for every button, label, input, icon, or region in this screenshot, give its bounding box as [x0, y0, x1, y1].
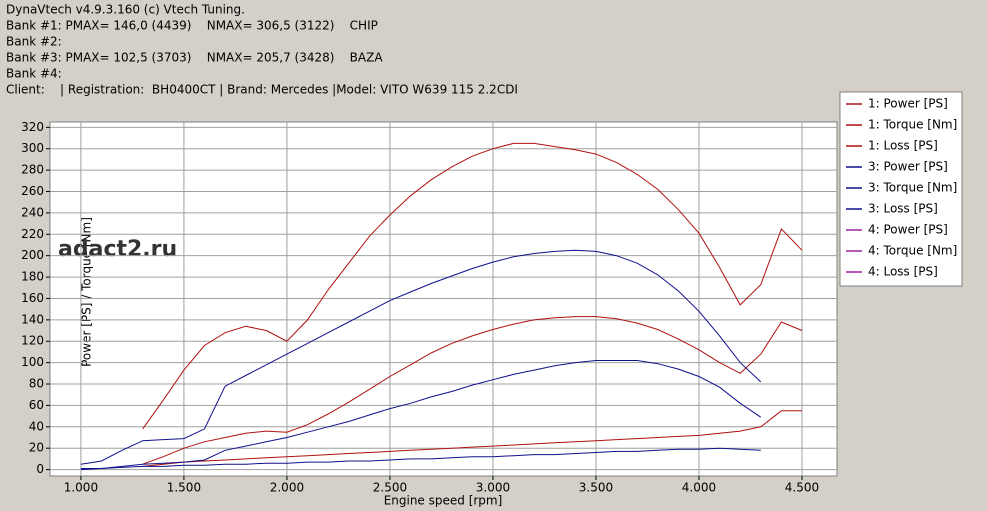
x-tick-label: 3.000 [476, 481, 510, 495]
series-line [80, 447, 761, 471]
y-tick-label: 240 [21, 205, 44, 219]
header-line: Bank #4: [6, 67, 62, 81]
series-line [80, 360, 762, 469]
y-tick-label: 200 [21, 248, 44, 262]
series-line [80, 249, 762, 465]
y-tick-label: 40 [29, 419, 44, 433]
x-tick-label: 3.500 [579, 481, 613, 495]
y-tick-label: 160 [21, 291, 44, 305]
legend-label: 4: Power [PS] [868, 223, 948, 237]
series-line [142, 142, 803, 430]
legend-label: 4: Loss [PS] [868, 265, 938, 279]
series-line [142, 316, 803, 465]
y-tick-label: 220 [21, 227, 44, 241]
legend-label: 1: Loss [PS] [868, 139, 938, 153]
y-tick-label: 320 [21, 120, 44, 134]
watermark: adact2.ru [58, 237, 177, 262]
x-axis-label: Engine speed [rpm] [384, 494, 503, 508]
x-tick-label: 4.500 [785, 481, 819, 495]
legend-label: 1: Power [PS] [868, 97, 948, 111]
header-line: Client: | Registration: BH0400CT | Brand… [6, 83, 518, 97]
legend-label: 1: Torque [Nm] [868, 118, 957, 132]
y-tick-label: 140 [21, 312, 44, 326]
y-tick-label: 280 [21, 163, 44, 177]
x-tick-label: 2.000 [270, 481, 304, 495]
legend-label: 4: Torque [Nm] [868, 244, 957, 258]
header-line: Bank #3: PMAX= 102,5 (3703) NMAX= 205,7 … [6, 51, 383, 65]
x-tick-label: 1.500 [167, 481, 201, 495]
header-line: DynaVtech v4.9.3.160 (c) Vtech Tuning. [6, 3, 245, 17]
x-tick-label: 2.500 [373, 481, 407, 495]
y-tick-label: 180 [21, 270, 44, 284]
y-tick-label: 260 [21, 184, 44, 198]
legend-label: 3: Loss [PS] [868, 202, 938, 216]
x-tick-label: 1.000 [64, 481, 98, 495]
y-axis-label: Power [PS] / Torque [Nm] [80, 217, 94, 367]
y-tick-label: 300 [21, 141, 44, 155]
y-tick-label: 100 [21, 355, 44, 369]
legend-label: 3: Torque [Nm] [868, 181, 957, 195]
y-tick-label: 80 [29, 377, 44, 391]
plot-area [49, 121, 838, 477]
y-tick-label: 0 [36, 462, 44, 476]
header-line: Bank #1: PMAX= 146,0 (4439) NMAX= 306,5 … [6, 19, 378, 33]
series-line [142, 410, 802, 467]
x-tick-label: 4.000 [682, 481, 716, 495]
header-line: Bank #2: [6, 35, 62, 49]
y-tick-label: 120 [21, 334, 44, 348]
legend-label: 3: Power [PS] [868, 160, 948, 174]
y-tick-label: 20 [29, 441, 44, 455]
y-tick-label: 60 [29, 398, 44, 412]
